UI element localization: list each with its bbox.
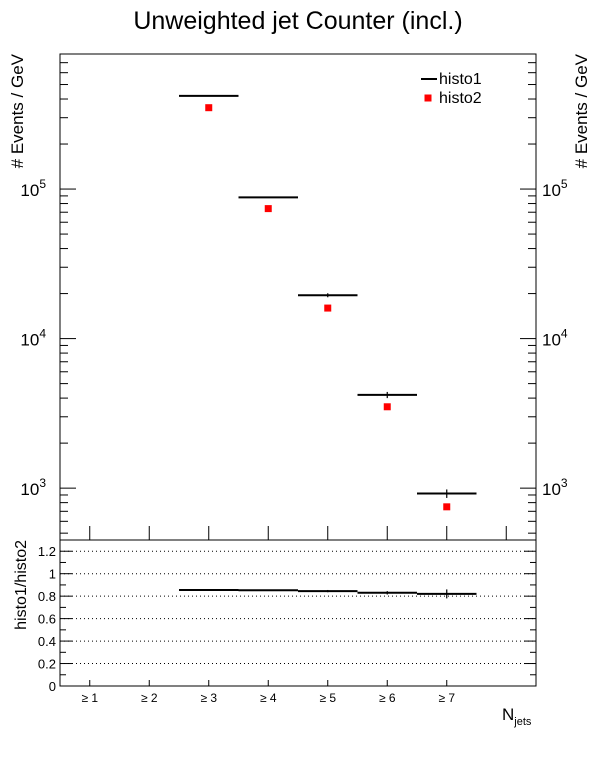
y-tick-label-left: 104 (20, 327, 46, 350)
x-tick-label: ≥ 5 (319, 691, 336, 705)
legend-histo2-marker (424, 94, 432, 102)
y-tick-label-right: 104 (542, 327, 568, 350)
histo2-marker (205, 104, 213, 112)
ratio-y-tick-label: 0.6 (38, 612, 56, 627)
legend-histo1-label: histo1 (439, 71, 482, 88)
x-tick-label: ≥ 4 (260, 691, 277, 705)
ratio-axis-ticks: 0 0.2 0.4 0.6 0.8 1 1.2 (38, 539, 536, 694)
chart-title: Unweighted jet Counter (incl.) (133, 7, 462, 35)
y-tick-label-right: 105 (542, 177, 568, 200)
main-plot-data (179, 94, 477, 511)
ratio-y-tick-label: 1.2 (38, 544, 56, 559)
main-axis-ticks: 103 103 104 104 105 105 (20, 53, 568, 540)
x-tick-label: ≥ 6 (379, 691, 396, 705)
ratio-plot-frame (59, 539, 537, 687)
x-tick-label: ≥ 7 (438, 691, 455, 705)
histo2-marker (264, 205, 272, 213)
y-axis-label-right: # Events / GeV (572, 53, 591, 168)
x-tick-label: ≥ 1 (81, 691, 98, 705)
histo2-marker (443, 503, 451, 511)
x-tick-label: ≥ 3 (200, 691, 217, 705)
legend-background (418, 62, 508, 110)
ratio-y-tick-label: 0.2 (38, 657, 56, 672)
ratio-y-tick-label: 1 (49, 567, 56, 582)
x-tick-labels: ≥ 1 ≥ 2 ≥ 3 ≥ 4 ≥ 5 ≥ 6 ≥ 7 (81, 691, 455, 705)
histo2-marker (383, 403, 391, 411)
ratio-y-axis-label: histo1/histo2 (13, 540, 30, 630)
y-axis-label-left: # Events / GeV (8, 53, 27, 168)
legend-histo2-label: histo2 (439, 90, 482, 107)
y-tick-label-left: 105 (20, 177, 46, 200)
legend: histo1 histo2 (418, 62, 508, 110)
ratio-y-tick-label: 0.8 (38, 589, 56, 604)
histo2-marker (324, 304, 332, 312)
x-tick-label: ≥ 2 (141, 691, 158, 705)
ratio-grid (60, 550, 536, 665)
ratio-y-tick-label: 0 (49, 679, 56, 694)
x-axis-label: Njets (502, 705, 532, 728)
y-tick-label-left: 103 (20, 476, 46, 499)
ratio-plot-data (179, 588, 477, 599)
y-tick-label-right: 103 (542, 476, 568, 499)
main-plot-frame (59, 53, 537, 541)
ratio-y-tick-label: 0.4 (38, 634, 56, 649)
